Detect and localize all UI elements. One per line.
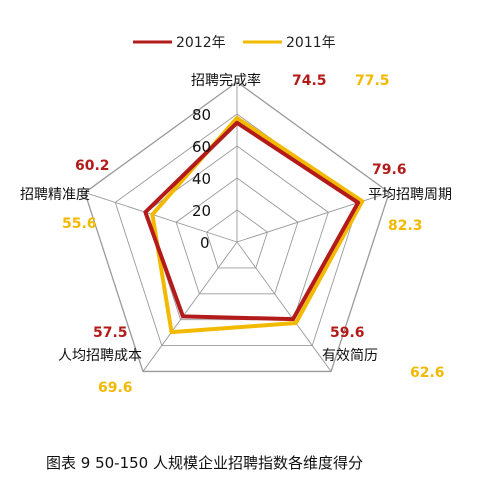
tick-label: 60 — [192, 138, 211, 156]
value-label-2011: 77.5 — [355, 73, 390, 89]
value-label-2011: 62.6 — [410, 365, 445, 381]
grid-ring — [206, 209, 268, 269]
axis-label-valid-resumes: 有效简历 — [322, 347, 378, 364]
value-label-2011: 69.6 — [98, 380, 133, 396]
axis-label-completion-rate: 招聘完成率 — [191, 72, 261, 89]
value-label-2012: 60.2 — [75, 158, 110, 174]
axis-label-per-capita-cost: 人均招聘成本 — [58, 348, 142, 364]
grid-ring — [175, 177, 299, 295]
value-labels: 74.5 77.5 79.6 82.3 59.6 62.6 57.5 69.6 … — [62, 73, 445, 396]
tick-label: 0 — [200, 234, 210, 252]
grid-spoke — [142, 241, 238, 372]
value-label-2012: 59.6 — [330, 325, 365, 341]
series-line-2012年 — [143, 120, 361, 322]
radial-tick-labels: 0 20 40 60 80 — [192, 106, 211, 252]
grid-spoke — [84, 192, 238, 243]
grid-ring — [84, 81, 390, 373]
tick-label: 40 — [192, 170, 211, 188]
tick-label: 80 — [192, 106, 211, 124]
axis-label-avg-cycle: 平均招聘周期 — [368, 187, 452, 203]
legend-label-2012: 2012年 — [176, 35, 226, 51]
value-label-2012: 74.5 — [292, 73, 327, 89]
value-label-2012: 79.6 — [372, 162, 407, 178]
axis-label-precision: 招聘精准度 — [20, 187, 90, 203]
legend-label-2011: 2011年 — [286, 35, 336, 51]
series-layer — [143, 116, 365, 335]
figure-caption: 图表 9 50-150 人规模企业招聘指数各维度得分 — [46, 454, 363, 472]
grid-spoke — [236, 241, 332, 372]
axis-labels: 招聘完成率 平均招聘周期 有效简历 人均招聘成本 招聘精准度 — [20, 72, 452, 364]
value-label-2011: 55.6 — [62, 216, 97, 232]
value-label-2011: 82.3 — [388, 218, 423, 234]
value-label-2012: 57.5 — [93, 325, 128, 341]
legend: 2012年 2011年 — [133, 35, 336, 51]
series-line-2011年 — [150, 116, 365, 335]
grid-spoke — [236, 192, 390, 243]
tick-label: 20 — [192, 202, 211, 220]
